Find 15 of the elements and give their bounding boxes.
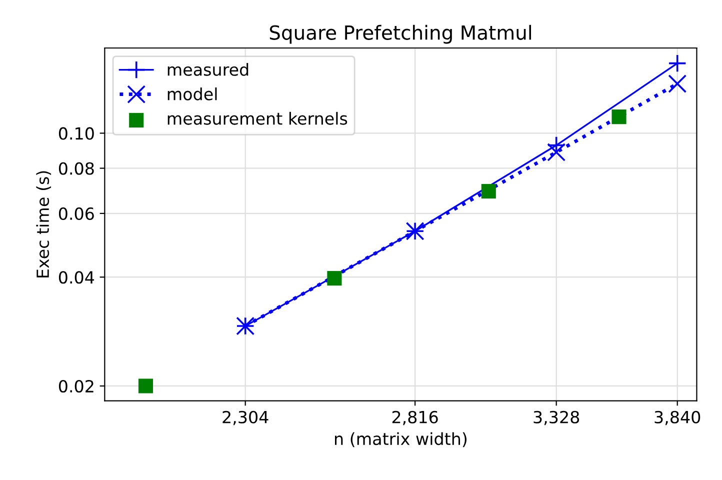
x-tick-label: 2,304 xyxy=(222,410,268,426)
legend-label: measured xyxy=(168,63,248,76)
y-tick-label: 0.02 xyxy=(58,380,94,393)
x-tick-label: 3,840 xyxy=(654,410,700,426)
x-tick-label: 2,816 xyxy=(392,410,438,426)
x-axis-title: n (matrix width) xyxy=(335,432,466,448)
y-axis-title: Exec time (s) xyxy=(36,171,52,278)
chart-title: Square Prefetching Matmul xyxy=(270,24,531,44)
y-tick-label: 0.10 xyxy=(58,127,94,140)
y-tick-label: 0.06 xyxy=(58,207,94,220)
y-tick-label: 0.04 xyxy=(58,271,94,284)
legend-label: measurement kernels xyxy=(168,112,348,125)
x-tick-label: 3,328 xyxy=(534,410,580,426)
y-tick-label: 0.08 xyxy=(58,162,94,175)
legend-label: model xyxy=(168,87,217,100)
